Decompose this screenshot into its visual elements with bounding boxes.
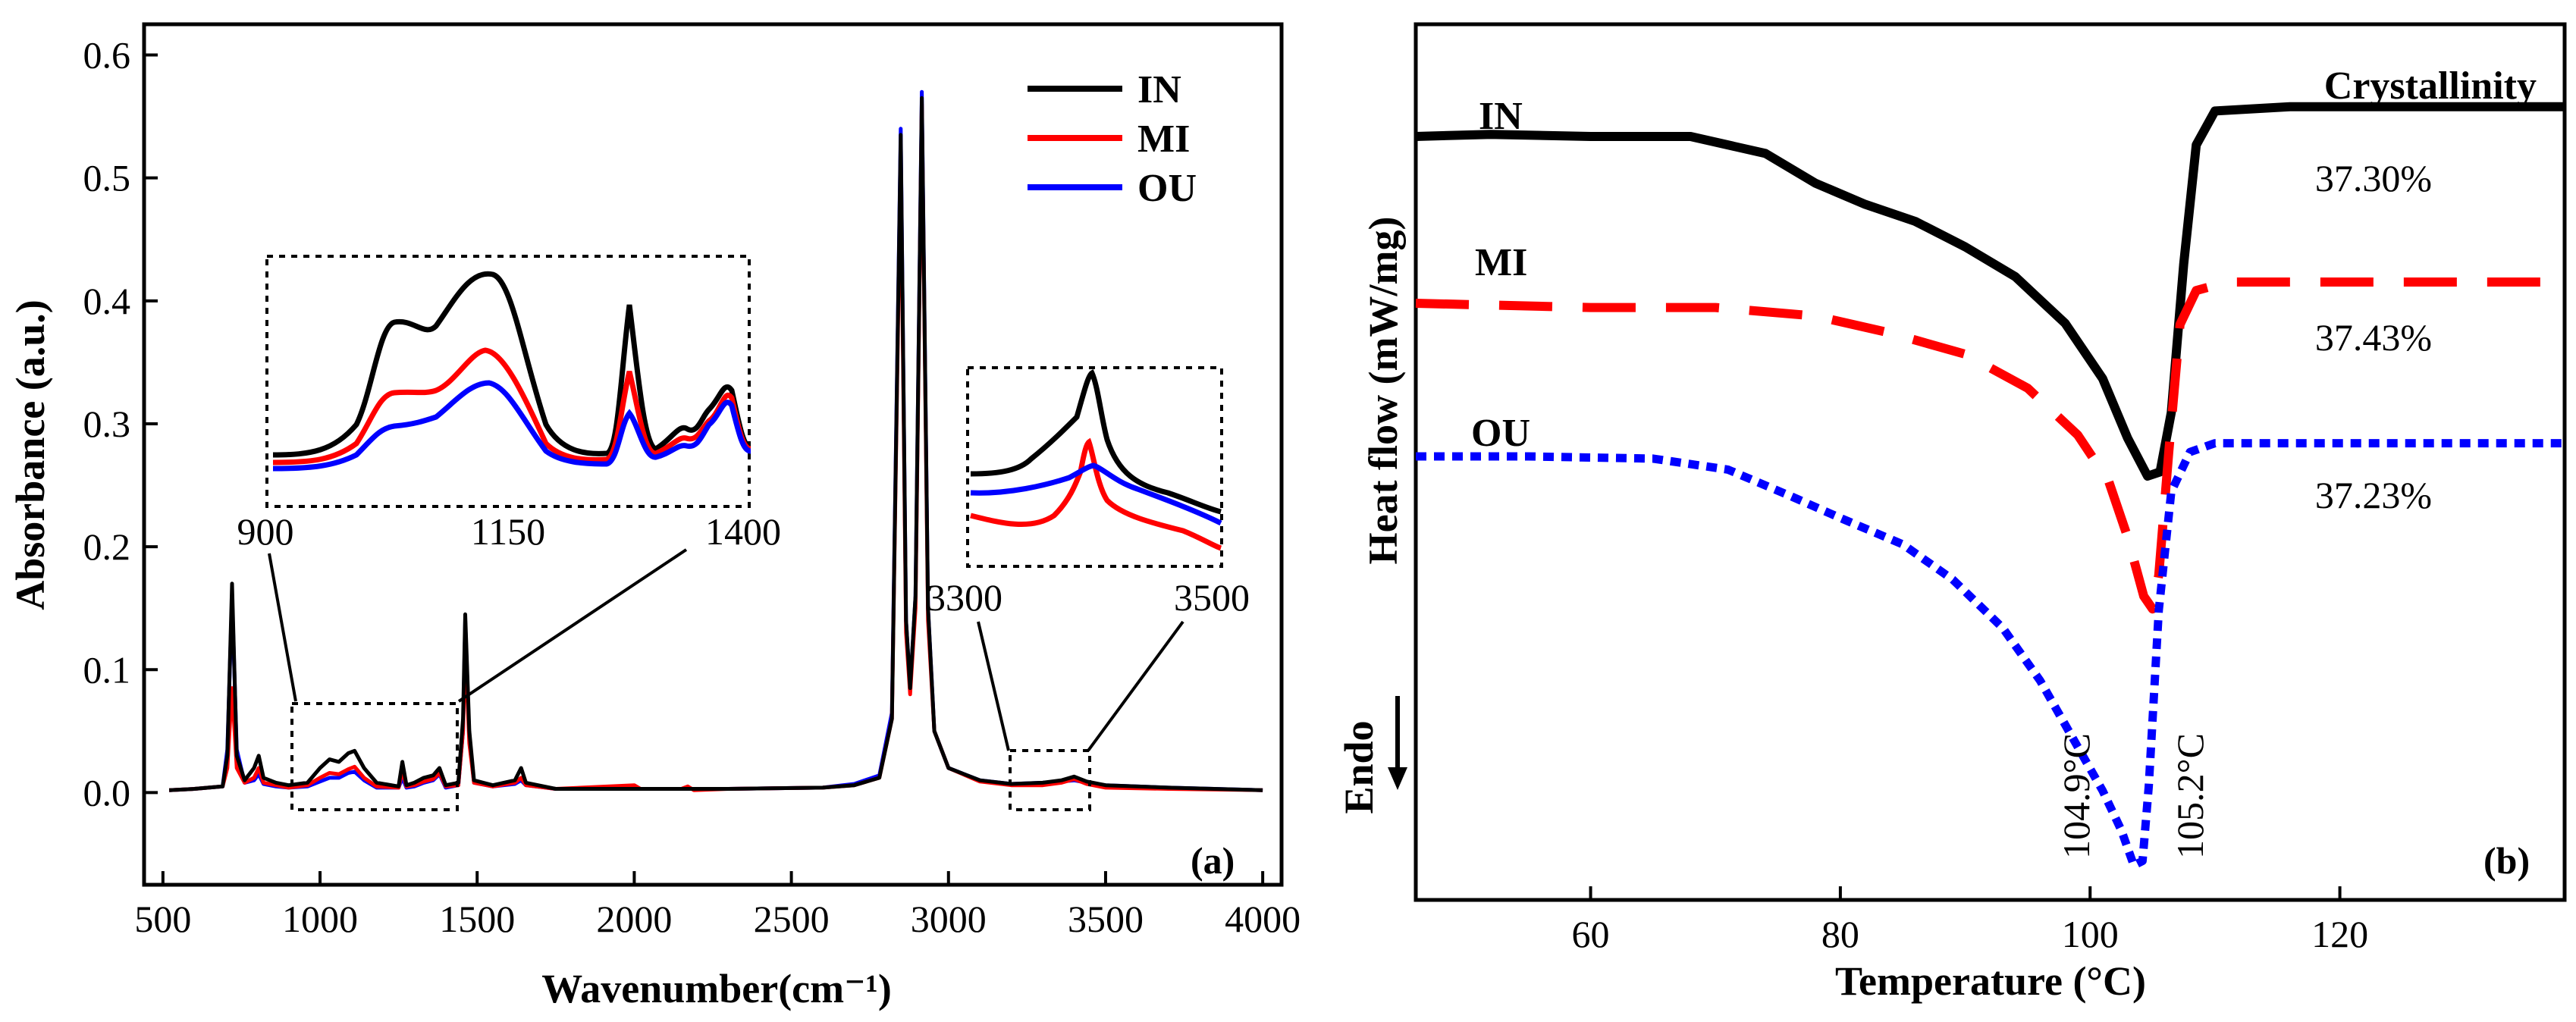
x-tick-label: 1000 [282,898,358,940]
legend-label-in: IN [1137,68,1181,111]
panel-b-frame [1414,22,2567,902]
inset-2-label-left: 3300 [927,576,1002,619]
inset-1-curve-in [272,271,752,458]
panel-a-tag: (a) [1191,839,1235,882]
crystallinity-mi: 37.43% [2315,316,2432,359]
inset-2-curve-ou [970,462,1222,526]
x-tick-label: 60 [1572,913,1610,955]
endo-label: Endo [1336,720,1382,814]
panel-b-y-axis-title: Heat flow (mW/mg) [1360,217,1406,565]
inset-1-source-box [290,702,459,811]
panel-b: 60 80 100 120 Temperature (°C) Heat flow (m… [1336,22,2567,1004]
inset-2-pointer-left [977,621,1010,751]
panel-a-series [168,89,1263,792]
inset-1-pointer-left [268,553,297,702]
panel-b-series [1415,102,2565,870]
panel-b-tag: (b) [2483,839,2530,882]
x-tick-label: 3500 [1068,898,1144,940]
peak-label-ou: 104.9°C [2055,733,2098,859]
panel-a-legend: IN MI OU [1028,68,1197,210]
panel-a-y-axis-title: Absorbance (a.u.) [8,299,53,610]
inset-900-1400: 900 1150 1400 [237,255,781,811]
x-tick-label: 4000 [1225,898,1301,940]
crystallinity-ou: 37.23% [2315,474,2432,516]
panel-a-x-ticks: 500 1000 1500 2000 2500 3000 3500 4000 [134,871,1301,940]
panel-b-x-axis-title: Temperature (°C) [1835,958,2146,1004]
inset-1-pointer-right [457,548,688,703]
x-tick-label: 100 [2062,913,2119,955]
inset-1-box [265,255,751,508]
y-tick-label: 0.2 [83,525,131,568]
legend-label-mi: MI [1137,118,1190,161]
x-tick-label: 500 [134,898,191,940]
inset-2-label-right: 3500 [1174,576,1250,619]
x-tick-label: 120 [2311,913,2368,955]
panel-b-x-ticks: 60 80 100 120 [1572,886,2368,955]
inset-2-curve-in [970,368,1222,515]
dsc-curve-ou [1416,439,2565,870]
y-tick-label: 0.1 [83,648,131,691]
dsc-curve-mi [1415,277,2565,614]
curve-label-in: IN [1479,95,1523,138]
y-tick-label: 0.6 [83,34,131,77]
spectrum-line-in [168,96,1263,792]
panel-a-frame [142,22,1284,887]
x-tick-label: 2500 [754,898,830,940]
x-tick-label: 80 [1821,913,1859,955]
y-tick-label: 0.4 [83,280,131,322]
panel-a-x-axis-title: Wavenumber(cm⁻¹) [541,966,892,1011]
y-tick-label: 0.3 [83,403,131,445]
inset-2-source-box [1009,749,1091,811]
inset-1-curve-ou [272,380,751,472]
endo-arrow-icon [1388,696,1407,790]
curve-label-ou: OU [1471,412,1530,455]
x-tick-label: 1500 [439,898,515,940]
y-tick-label: 0.5 [83,157,131,199]
spectrum-line-mi [168,102,1263,792]
crystallinity-in: 37.30% [2315,157,2432,199]
dsc-curve-in [1415,102,2565,481]
peak-label-mi: 105.2°C [2169,733,2211,859]
x-tick-label: 3000 [911,898,987,940]
inset-2-box [966,366,1223,568]
panel-a: 500 1000 1500 2000 2500 3000 3500 4000 0.00.10.… [8,22,1301,1011]
inset-1-label-mid: 1150 [471,510,545,553]
curve-label-mi: MI [1475,241,1527,284]
inset-1-label-left: 900 [237,510,294,553]
crystallinity-header: Crystallinity [2324,64,2537,108]
panel-a-y-ticks: 0.0 0.1 0.2 0.3 0.4 0.5 0.6 [83,34,158,814]
inset-2-curve-mi [970,437,1222,551]
x-tick-label: 2000 [596,898,672,940]
legend-label-ou: OU [1137,167,1197,210]
inset-3300-3500: 3300 3500 [927,366,1250,811]
inset-2-pointer-right [1087,620,1184,752]
inset-1-label-right: 1400 [705,510,781,553]
y-tick-label: 0.0 [83,771,131,814]
